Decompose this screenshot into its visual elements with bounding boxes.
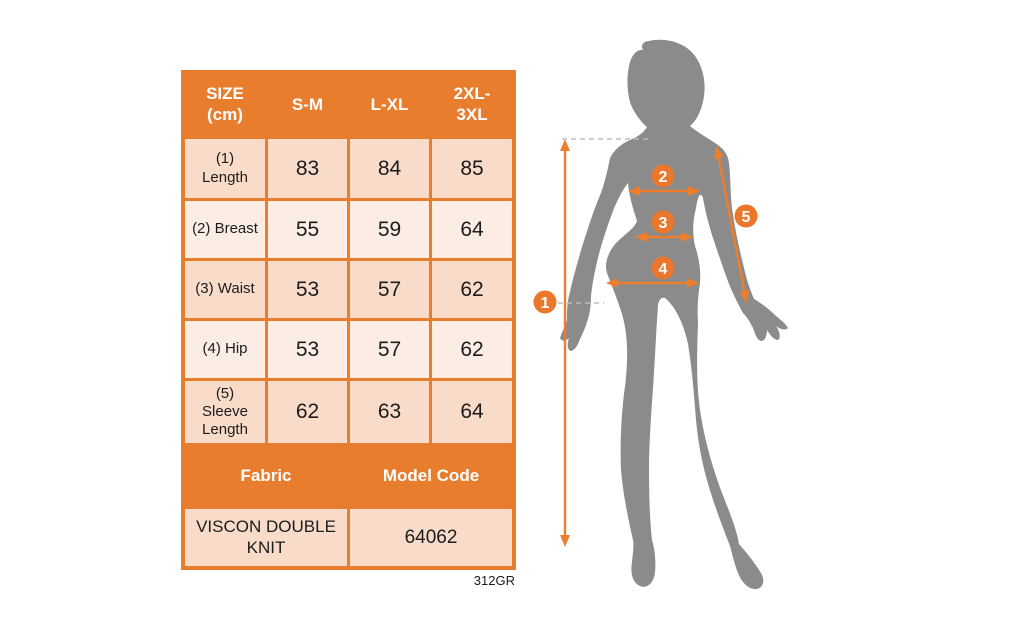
marker-5-label: 5 bbox=[742, 209, 751, 226]
weight-note: 312GR bbox=[473, 573, 515, 588]
marker-3-label: 3 bbox=[659, 215, 668, 232]
model-code-value: 64062 bbox=[350, 509, 512, 566]
size-table-header-2xl3xl: 2XL- 3XL bbox=[432, 74, 512, 136]
marker-5-sleeve: 5 bbox=[734, 204, 758, 228]
woman-silhouette bbox=[560, 39, 788, 590]
row-waist-2xl3xl: 62 bbox=[432, 261, 512, 318]
marker-2-breast: 2 bbox=[651, 164, 675, 188]
row-sleeve-lxl: 63 bbox=[350, 381, 429, 443]
row-sleeve-sm: 62 bbox=[268, 381, 347, 443]
fabric-header: Fabric bbox=[185, 446, 347, 506]
measurement-diagram: 1 2 3 4 5 bbox=[533, 39, 788, 590]
row-breast-label: (2) Breast bbox=[185, 201, 265, 258]
row-length-lxl: 84 bbox=[350, 139, 429, 198]
row-hip-lxl: 57 bbox=[350, 321, 429, 378]
marker-3-waist: 3 bbox=[651, 210, 675, 234]
size-table-header-size: SIZE (cm) bbox=[185, 74, 265, 136]
marker-1-length: 1 bbox=[533, 290, 557, 314]
model-code-header: Model Code bbox=[350, 446, 512, 506]
sleeve-arrow bbox=[713, 146, 750, 303]
marker-4-hip: 4 bbox=[651, 256, 675, 280]
row-sleeve-2xl3xl: 64 bbox=[432, 381, 512, 443]
row-breast-2xl3xl: 64 bbox=[432, 201, 512, 258]
marker-2-label: 2 bbox=[659, 169, 668, 186]
marker-4-label: 4 bbox=[659, 261, 668, 278]
row-waist-sm: 53 bbox=[268, 261, 347, 318]
marker-1-label: 1 bbox=[541, 295, 550, 312]
row-hip-sm: 53 bbox=[268, 321, 347, 378]
row-breast-lxl: 59 bbox=[350, 201, 429, 258]
row-hip-label: (4) Hip bbox=[185, 321, 265, 378]
row-length-label: (1) Length bbox=[185, 139, 265, 198]
row-breast-sm: 55 bbox=[268, 201, 347, 258]
row-length-2xl3xl: 85 bbox=[432, 139, 512, 198]
size-table: SIZE (cm) S-M L-XL 2XL- 3XL (1) Length 8… bbox=[181, 70, 516, 570]
row-waist-lxl: 57 bbox=[350, 261, 429, 318]
size-table-header-sm: S-M bbox=[268, 74, 347, 136]
row-sleeve-label: (5) Sleeve Length bbox=[185, 381, 265, 443]
size-table-header-lxl: L-XL bbox=[350, 74, 429, 136]
row-hip-2xl3xl: 62 bbox=[432, 321, 512, 378]
row-waist-label: (3) Waist bbox=[185, 261, 265, 318]
row-length-sm: 83 bbox=[268, 139, 347, 198]
fabric-value: VISCON DOUBLE KNIT bbox=[185, 509, 347, 566]
